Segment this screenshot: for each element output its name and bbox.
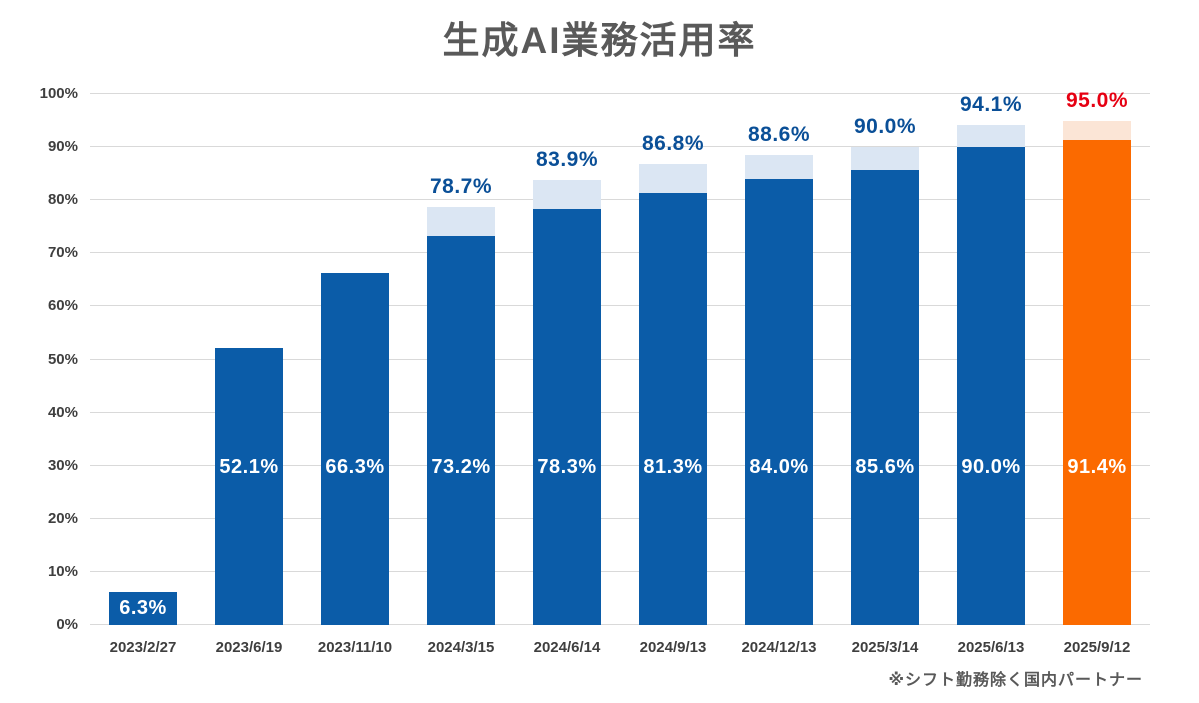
bar [851,170,919,625]
bar-value-label: 91.4% [1067,456,1127,478]
y-axis-tick-label: 20% [47,509,78,527]
bar-top-label: 95.0% [1065,88,1129,112]
y-axis-labels: 0% 10% 20% 30% 40% 50% 60% 70% 80% 90% 100% [0,85,78,633]
bar-value-label: 66.3% [325,456,385,478]
gridline [90,199,1150,201]
gridline [90,411,1150,413]
bar-cap [427,207,495,237]
y-axis-tick-label: 70% [47,244,78,262]
bar-value-label: 85.6% [855,456,915,478]
x-axis-label: 2024/6/14 [533,639,601,656]
bar-value-label: 81.3% [643,456,703,478]
gridline [90,570,1150,572]
gridline [90,624,1150,625]
bar-column: 66.3% 2023/11/10 [302,94,408,656]
gridline [90,464,1150,466]
y-axis-tick-label: 60% [47,297,78,315]
bar-column: 88.6% 84.0% 2024/12/13 [726,94,832,656]
x-axis-label: 2023/2/27 [109,639,177,656]
y-axis-tick-label: 0% [56,616,78,633]
bar-top-label: 94.1% [959,93,1023,117]
x-axis-label: 2023/6/19 [215,639,283,656]
bar-top-label: 78.7% [429,175,493,199]
chart-title: 生成AI業務活用率 [442,20,757,61]
bar-value-label: 90.0% [961,456,1021,478]
bar-cap [851,147,919,171]
gridline [90,305,1150,307]
x-axis-label: 2025/6/13 [957,639,1025,656]
y-axis-tick-label: 30% [47,456,78,474]
bar-value-label: 6.3% [119,597,167,620]
bar-value-label: 84.0% [749,456,809,478]
bar [957,147,1025,625]
gridline [90,146,1150,148]
bar [639,193,707,625]
bar-cap [745,154,813,179]
bar [1063,139,1131,625]
bar-top-label: 88.6% [747,122,811,146]
bar-cap [533,179,601,210]
bar-column: 78.7% 73.2% 2024/3/15 [408,94,514,656]
gridline [90,358,1150,360]
bar [533,209,601,625]
bars: 6.3% 2023/2/27 52.1% 2023/6/19 66.3% 2023/11/… [90,89,1150,656]
bar-cap [639,164,707,194]
y-axis-tick-label: 40% [47,403,78,421]
bar-value-label: 78.3% [537,456,597,478]
bar-top-label: 86.8% [641,132,705,156]
bar [109,591,177,625]
y-axis-tick-label: 90% [47,138,78,156]
bar-value-label: 52.1% [219,456,279,478]
bar-value-label: 73.2% [431,456,491,478]
y-axis-tick-label: 80% [47,191,78,209]
gridline [90,252,1150,254]
bar-column: 86.8% 81.3% 2024/9/13 [620,94,726,656]
bar [745,178,813,625]
bar [321,272,389,625]
y-axis-tick-label: 50% [47,350,78,368]
bar-column: 52.1% 2023/6/19 [196,94,302,656]
x-axis-label: 2024/3/15 [427,639,495,656]
x-axis-label: 2024/12/13 [741,639,817,656]
bar-column: 94.1% 90.0% 2025/6/13 [938,93,1044,656]
gridlines [90,93,1150,625]
bar-top-label: 90.0% [853,115,917,139]
gridline [90,517,1150,519]
bar [427,236,495,625]
x-axis-label: 2023/11/10 [317,639,393,656]
bar-column: 83.9% 78.3% 2024/6/14 [514,94,620,656]
gridline [90,93,1150,94]
bar-column: 6.3% 2023/2/27 [90,94,196,656]
bar-cap [957,125,1025,148]
x-axis-label: 2024/9/13 [639,639,707,656]
bar-column: 90.0% 85.6% 2025/3/14 [832,94,938,656]
plot-area: 6.3% 2023/2/27 52.1% 2023/6/19 66.3% 2023/11/… [90,89,1150,656]
bar-column: 95.0% 91.4% 2025/9/12 [1044,89,1150,656]
y-axis-tick-label: 100% [39,85,78,102]
bar [215,348,283,625]
x-axis-label: 2025/9/12 [1063,639,1131,656]
y-axis-tick-label: 10% [47,562,78,580]
x-axis-label: 2025/3/14 [851,639,919,656]
bar-cap [1063,120,1131,140]
bar-top-label: 83.9% [535,147,599,171]
footnote: ※シフト勤務除く国内パートナー [888,672,1143,689]
